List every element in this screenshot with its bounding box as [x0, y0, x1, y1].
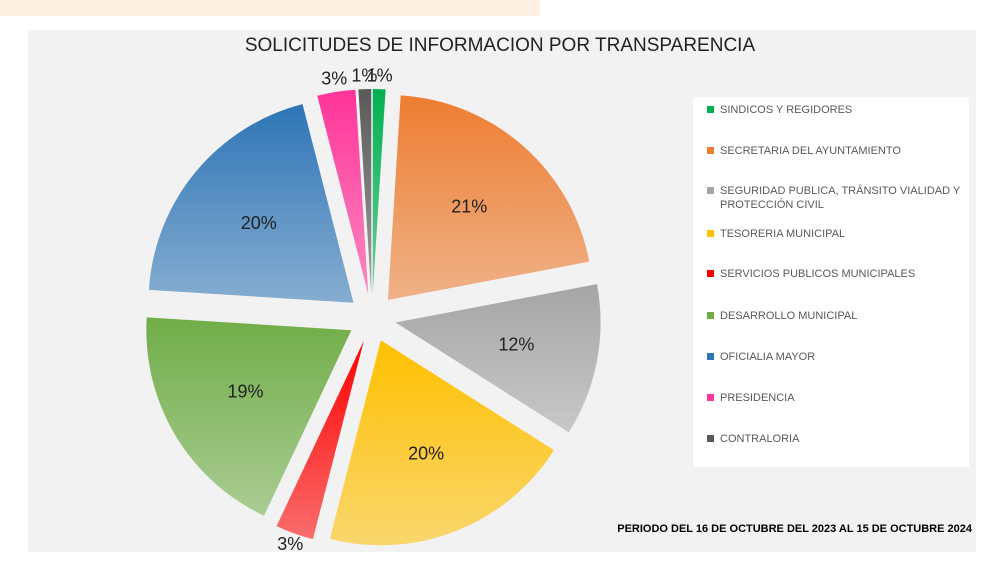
pie-slice: [276, 340, 364, 540]
legend-swatch: [707, 394, 714, 401]
data-label: 19%: [227, 382, 263, 402]
pie-slice: [317, 89, 369, 295]
data-label: 21%: [451, 196, 487, 216]
pie-slice: [148, 104, 354, 303]
pie-slice: [372, 89, 386, 295]
subtitle: PERIODO DEL 16 DE OCTUBRE DEL 2023 AL 15…: [617, 523, 972, 535]
legend-label: DESARROLLO MUNICIPAL: [720, 310, 858, 322]
legend-label: SEGURIDAD PUBLICA, TRÁNSITO VIALIDAD Y P…: [720, 185, 961, 211]
legend-swatch: [707, 270, 714, 277]
legend-item: SEGURIDAD PUBLICA, TRÁNSITO VIALIDAD Y P…: [707, 184, 978, 212]
chart-title: SOLICITUDES DE INFORMACION POR TRANSPARE…: [245, 35, 756, 56]
legend-label: SERVICIOS PUBLICOS MUNICIPALES: [720, 268, 916, 280]
data-label: 3%: [277, 534, 303, 554]
pie-slice: [329, 340, 554, 546]
legend-item: DESARROLLO MUNICIPAL: [707, 309, 978, 323]
legend-item: SECRETARIA DEL AYUNTAMIENTO: [707, 144, 978, 158]
legend-item: TESORERIA MUNICIPAL: [707, 227, 978, 241]
pie-slice: [387, 95, 590, 300]
legend-swatch: [707, 147, 714, 154]
data-label: 12%: [498, 334, 534, 354]
data-label: 20%: [241, 213, 277, 233]
legend-label: SINDICOS Y REGIDORES: [720, 104, 853, 116]
pie-slice: [146, 317, 352, 516]
legend-label: SECRETARIA DEL AYUNTAMIENTO: [720, 145, 901, 157]
legend-swatch: [707, 187, 714, 194]
data-label: 3%: [321, 68, 347, 88]
data-label: 1%: [351, 66, 377, 86]
legend-label: TESORERIA MUNICIPAL: [720, 228, 846, 240]
legend-item: SERVICIOS PUBLICOS MUNICIPALES: [707, 267, 978, 281]
background-band: [0, 0, 540, 16]
legend-swatch: [707, 230, 714, 237]
legend-label: CONTRALORIA: [720, 433, 800, 445]
pie-slice: [395, 284, 601, 433]
legend: SINDICOS Y REGIDORES SECRETARIA DEL AYUNT…: [693, 97, 969, 467]
pie-slice: [358, 89, 372, 295]
legend-item: CONTRALORIA: [707, 432, 978, 446]
legend-swatch: [707, 353, 714, 360]
legend-swatch: [707, 312, 714, 319]
legend-swatch: [707, 106, 714, 113]
data-label: 20%: [408, 443, 444, 463]
legend-label: PRESIDENCIA: [720, 392, 795, 404]
legend-item: PRESIDENCIA: [707, 391, 978, 405]
legend-item: OFICIALIA MAYOR: [707, 350, 978, 364]
data-label: 1%: [367, 66, 393, 86]
legend-swatch: [707, 435, 714, 442]
legend-item: SINDICOS Y REGIDORES: [707, 103, 978, 117]
legend-label: OFICIALIA MAYOR: [720, 351, 816, 363]
